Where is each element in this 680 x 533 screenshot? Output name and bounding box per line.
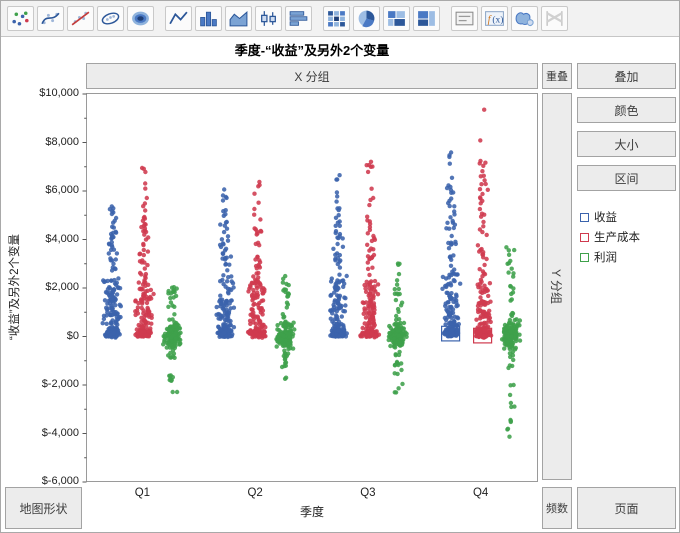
- toolbar-group: [165, 6, 312, 31]
- toolbar-group: [7, 6, 154, 31]
- line-of-fit-icon[interactable]: [67, 6, 94, 31]
- map-shapes-zone[interactable]: 地图形状: [5, 487, 82, 529]
- heatmap-icon[interactable]: [323, 6, 350, 31]
- y-tick-label: $10,000: [39, 87, 79, 99]
- toolbar-group: f (x): [451, 6, 568, 31]
- x-tick-label: Q4: [472, 487, 489, 499]
- interval-drop-zone[interactable]: 区间: [577, 165, 676, 191]
- y-tick-label: $6,000: [45, 184, 79, 196]
- frequency-drop-zone[interactable]: 频数: [542, 487, 572, 529]
- box-plot-icon[interactable]: [255, 6, 282, 31]
- overlay-drop-zone[interactable]: 叠加: [577, 63, 676, 89]
- legend-marker: [580, 232, 589, 242]
- x-tick-label: Q3: [360, 487, 376, 499]
- legend-label: 生产成本: [594, 232, 640, 244]
- y-group-drop-zone[interactable]: Y 分组: [542, 93, 572, 480]
- x-tick-label: Q1: [134, 487, 151, 499]
- legend-item-收益[interactable]: 收益: [580, 209, 640, 225]
- area-icon[interactable]: [225, 6, 252, 31]
- overlay-label: 叠加: [614, 69, 639, 84]
- legend-label: 利润: [594, 252, 617, 264]
- svg-text:f: f: [488, 15, 493, 26]
- plot-area[interactable]: [82, 93, 540, 483]
- y-tick-label: $-4,000: [41, 426, 79, 439]
- treemap-icon[interactable]: [413, 6, 440, 31]
- x-group-drop-zone[interactable]: X 分组: [86, 63, 538, 89]
- legend: 收益 生产成本 利润: [580, 209, 640, 265]
- x-tick-label: Q2: [247, 487, 263, 499]
- legend-item-生产成本[interactable]: 生产成本: [580, 229, 640, 245]
- map-shapes-label: 地图形状: [19, 501, 68, 516]
- svg-text:(x): (x): [492, 15, 503, 26]
- color-drop-zone[interactable]: 颜色: [577, 97, 676, 123]
- smoother-icon[interactable]: [37, 6, 64, 31]
- y-tick-label: $0: [66, 329, 79, 342]
- overlap-drop-zone[interactable]: 重叠: [542, 63, 572, 89]
- y-tick-label: $-6,000: [41, 475, 79, 487]
- toolbar: f (x): [1, 1, 679, 37]
- contour-icon[interactable]: [127, 6, 154, 31]
- caption-box-icon[interactable]: [451, 6, 478, 31]
- page-drop-zone[interactable]: 页面: [577, 487, 676, 529]
- frequency-label: 频数: [546, 503, 568, 515]
- formula-icon[interactable]: f (x): [481, 6, 508, 31]
- y-tick-label: $2,000: [45, 281, 79, 293]
- y-group-label: Y 分组: [549, 268, 564, 305]
- graph-title: 季度-“收益”及另外2个变量: [234, 43, 390, 58]
- line-icon[interactable]: [165, 6, 192, 31]
- bar-icon[interactable]: [195, 6, 222, 31]
- plot-svg[interactable]: [82, 93, 540, 483]
- page-label: 页面: [614, 501, 639, 516]
- mosaic-icon[interactable]: [383, 6, 410, 31]
- histogram-icon[interactable]: [285, 6, 312, 31]
- interval-label: 区间: [614, 171, 639, 186]
- x-axis-title: 季度: [299, 505, 324, 519]
- map-shapes-icon[interactable]: [511, 6, 538, 31]
- y-tick-label: $-2,000: [41, 378, 79, 390]
- legend-marker: [580, 252, 589, 262]
- size-label: 大小: [614, 137, 639, 152]
- parallel-icon[interactable]: [541, 6, 568, 31]
- legend-marker: [580, 212, 589, 222]
- y-tick-label: $8,000: [45, 135, 79, 148]
- ellipse-icon[interactable]: [97, 6, 124, 31]
- legend-label: 收益: [594, 212, 617, 224]
- toolbar-group: [323, 6, 440, 31]
- pie-icon[interactable]: [353, 6, 380, 31]
- legend-item-利润[interactable]: 利润: [580, 249, 640, 265]
- color-label: 颜色: [614, 103, 639, 118]
- x-group-label: X 分组: [294, 69, 330, 84]
- overlap-label: 重叠: [546, 71, 568, 83]
- size-drop-zone[interactable]: 大小: [577, 131, 676, 157]
- y-tick-label: $4,000: [45, 232, 79, 245]
- points-icon[interactable]: [7, 6, 34, 31]
